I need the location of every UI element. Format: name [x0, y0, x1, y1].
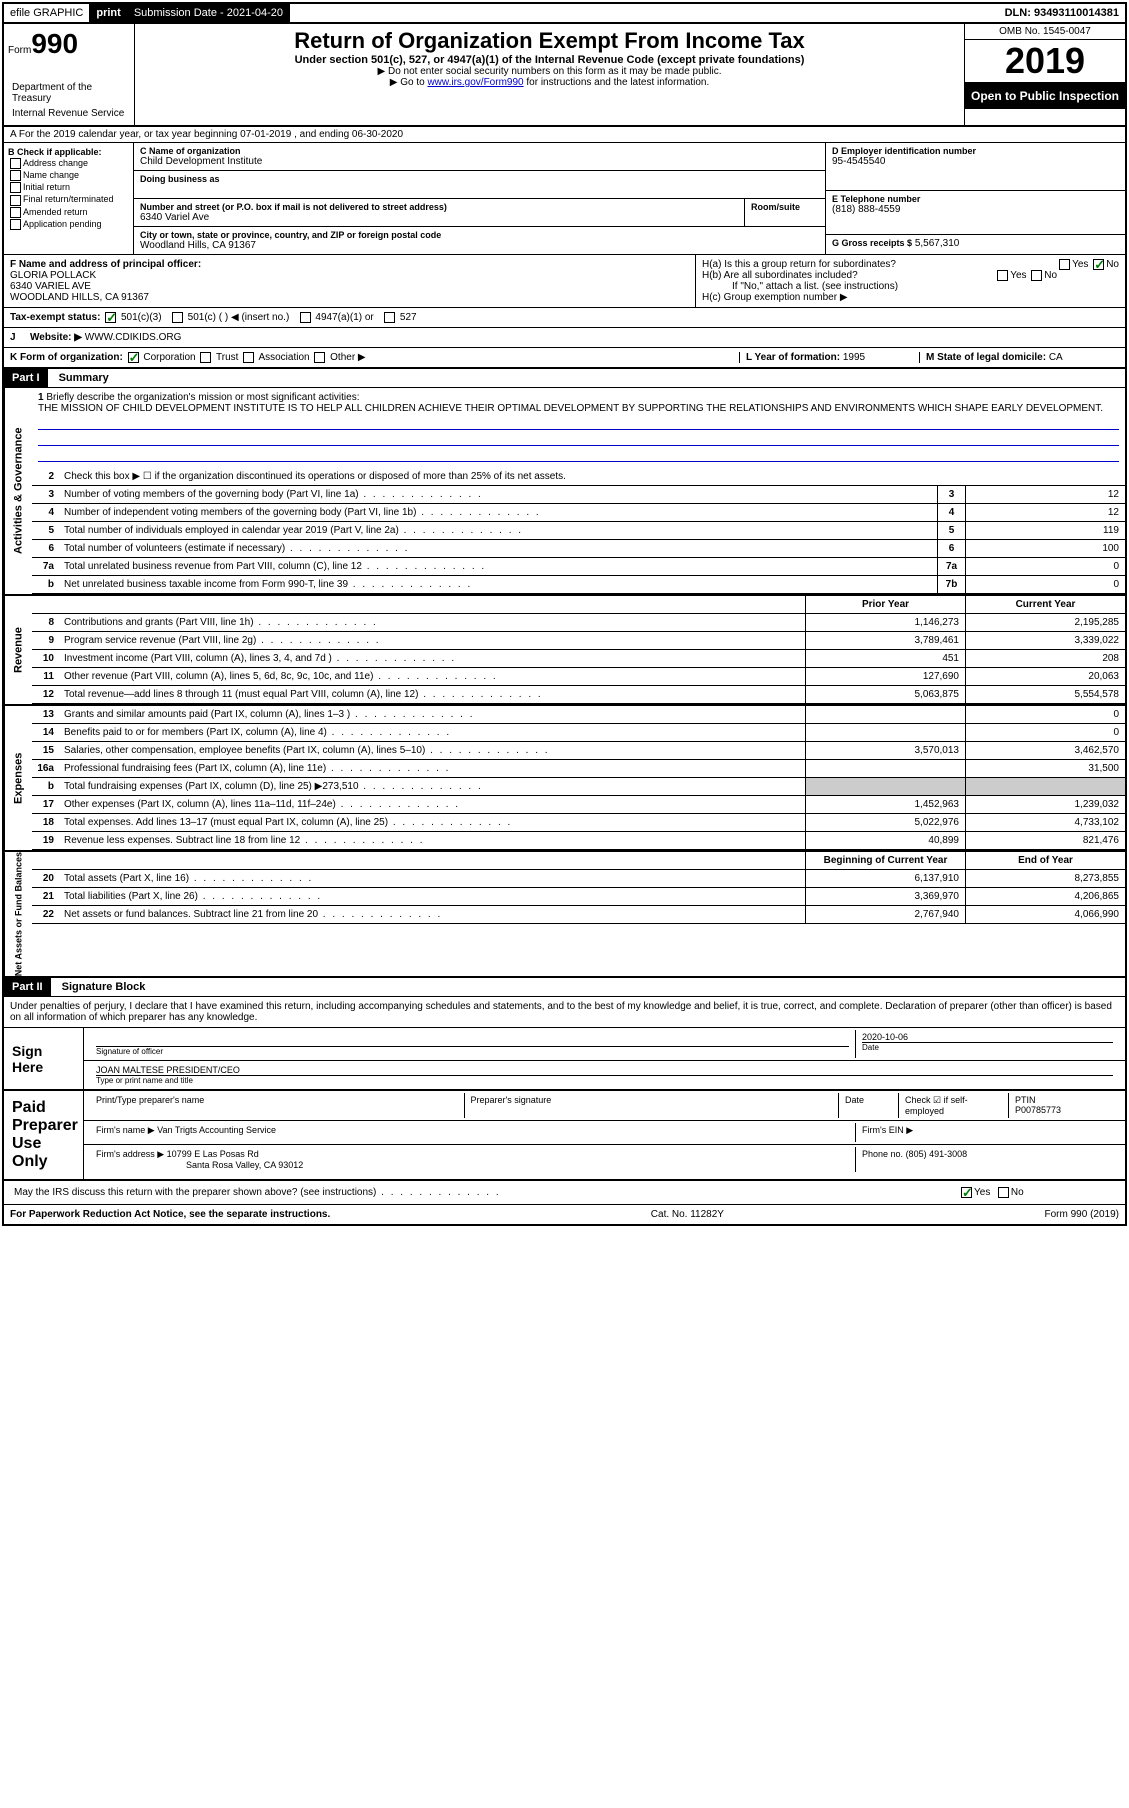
col-c-org: C Name of organization Child Development… — [134, 143, 825, 254]
dept-treasury: Department of the Treasury — [8, 80, 130, 106]
line-20: 20 Total assets (Part X, line 16) 6,137,… — [32, 870, 1125, 888]
line-2: 2 Check this box ▶ ☐ if the organization… — [32, 468, 1125, 486]
line-10: 10 Investment income (Part VIII, column … — [32, 650, 1125, 668]
line-b: b Net unrelated business taxable income … — [32, 576, 1125, 594]
k-row: K Form of organization: Corporation Trus… — [4, 348, 1125, 369]
title-box: Return of Organization Exempt From Incom… — [134, 24, 965, 125]
line-3: 3 Number of voting members of the govern… — [32, 486, 1125, 504]
part1-bar: Part I Summary — [4, 369, 1125, 388]
open-public-badge: Open to Public Inspection — [965, 83, 1125, 109]
line-14: 14 Benefits paid to or for members (Part… — [32, 724, 1125, 742]
addr-field: Number and street (or P.O. box if mail i… — [134, 199, 825, 227]
line-b: b Total fundraising expenses (Part IX, c… — [32, 778, 1125, 796]
line-7a: 7a Total unrelated business revenue from… — [32, 558, 1125, 576]
part2-bar: Part II Signature Block — [4, 978, 1125, 997]
topbar: efile GRAPHIC print Submission Date - 20… — [4, 4, 1125, 24]
line-16a: 16a Professional fundraising fees (Part … — [32, 760, 1125, 778]
note-ssn: ▶ Do not enter social security numbers o… — [139, 66, 960, 77]
tax-year: 2019 — [965, 40, 1125, 83]
gross-field: G Gross receipts $ 5,567,310 — [826, 235, 1125, 252]
dba-field: Doing business as — [134, 171, 825, 199]
line-17: 17 Other expenses (Part IX, column (A), … — [32, 796, 1125, 814]
chk-pending[interactable]: Application pending — [8, 219, 129, 230]
note-link: ▶ Go to www.irs.gov/Form990 for instruct… — [139, 77, 960, 88]
website-row: J Website: ▶ WWW.CDIKIDS.ORG — [4, 328, 1125, 348]
summary-netassets: Net Assets or Fund Balances Beginning of… — [4, 852, 1125, 978]
chk-address[interactable]: Address change — [8, 158, 129, 169]
form-page: efile GRAPHIC print Submission Date - 20… — [2, 2, 1127, 1226]
right-box: OMB No. 1545-0047 2019 Open to Public In… — [965, 24, 1125, 125]
line-15: 15 Salaries, other compensation, employe… — [32, 742, 1125, 760]
line-4: 4 Number of independent voting members o… — [32, 504, 1125, 522]
dln: DLN: 93493110014381 — [999, 4, 1125, 22]
summary-expenses: Expenses 13 Grants and similar amounts p… — [4, 706, 1125, 852]
section-fh: F Name and address of principal officer:… — [4, 255, 1125, 308]
line-8: 8 Contributions and grants (Part VIII, l… — [32, 614, 1125, 632]
line-6: 6 Total number of volunteers (estimate i… — [32, 540, 1125, 558]
chk-other[interactable] — [314, 352, 325, 363]
line-18: 18 Total expenses. Add lines 13–17 (must… — [32, 814, 1125, 832]
section-bcd: B Check if applicable: Address change Na… — [4, 143, 1125, 255]
line-22: 22 Net assets or fund balances. Subtract… — [32, 906, 1125, 924]
chk-501c[interactable] — [172, 312, 183, 323]
col-d-ein: D Employer identification number 95-4545… — [825, 143, 1125, 254]
line-1-mission: 1 Briefly describe the organization's mi… — [32, 388, 1125, 468]
discuss-no[interactable] — [998, 1187, 1009, 1198]
footer: For Paperwork Reduction Act Notice, see … — [4, 1205, 1125, 1224]
phone-field: E Telephone number (818) 888-4559 — [826, 191, 1125, 235]
header-row: Form990 Department of the Treasury Inter… — [4, 24, 1125, 127]
declaration: Under penalties of perjury, I declare th… — [4, 997, 1125, 1028]
net-header: Beginning of Current Year End of Year — [32, 852, 1125, 870]
efile-label: efile GRAPHIC — [4, 4, 90, 22]
col-b-checkboxes: B Check if applicable: Address change Na… — [4, 143, 134, 254]
line-13: 13 Grants and similar amounts paid (Part… — [32, 706, 1125, 724]
chk-4947[interactable] — [300, 312, 311, 323]
org-name-field: C Name of organization Child Development… — [134, 143, 825, 171]
irs-link[interactable]: www.irs.gov/Form990 — [427, 77, 523, 88]
discuss-yes[interactable] — [961, 1187, 972, 1198]
ha-row: H(a) Is this a group return for subordin… — [702, 259, 1119, 270]
hc-row: H(c) Group exemption number ▶ — [702, 292, 1119, 303]
summary-governance: Activities & Governance 1 Briefly descri… — [4, 388, 1125, 596]
chk-amended[interactable]: Amended return — [8, 207, 129, 218]
chk-527[interactable] — [384, 312, 395, 323]
line-5: 5 Total number of individuals employed i… — [32, 522, 1125, 540]
submission-label: Submission Date - 2021-04-20 — [128, 4, 290, 22]
chk-final[interactable]: Final return/terminated — [8, 194, 129, 205]
tax-status-row: Tax-exempt status: 501(c)(3) 501(c) ( ) … — [4, 308, 1125, 328]
rev-header: Prior Year Current Year — [32, 596, 1125, 614]
print-button[interactable]: print — [90, 4, 127, 22]
line-21: 21 Total liabilities (Part X, line 26) 3… — [32, 888, 1125, 906]
hb-row: H(b) Are all subordinates included? Yes … — [702, 270, 1119, 281]
ein-field: D Employer identification number 95-4545… — [826, 143, 1125, 191]
chk-corp[interactable] — [128, 352, 139, 363]
line-11: 11 Other revenue (Part VIII, column (A),… — [32, 668, 1125, 686]
topbar-spacer — [290, 10, 999, 16]
chk-name[interactable]: Name change — [8, 170, 129, 181]
paid-preparer-block: Paid Preparer Use Only Print/Type prepar… — [4, 1091, 1125, 1181]
col-f-officer: F Name and address of principal officer:… — [4, 255, 695, 307]
summary-revenue: Revenue Prior Year Current Year 8 Contri… — [4, 596, 1125, 706]
chk-initial[interactable]: Initial return — [8, 182, 129, 193]
line-9: 9 Program service revenue (Part VIII, li… — [32, 632, 1125, 650]
omb-number: OMB No. 1545-0047 — [965, 24, 1125, 40]
form-box: Form990 Department of the Treasury Inter… — [4, 24, 134, 125]
form-title: Return of Organization Exempt From Incom… — [139, 28, 960, 54]
chk-trust[interactable] — [200, 352, 211, 363]
line-19: 19 Revenue less expenses. Subtract line … — [32, 832, 1125, 850]
city-field: City or town, state or province, country… — [134, 227, 825, 254]
line-12: 12 Total revenue—add lines 8 through 11 … — [32, 686, 1125, 704]
form-subtitle: Under section 501(c), 527, or 4947(a)(1)… — [139, 54, 960, 66]
discuss-row: May the IRS discuss this return with the… — [4, 1181, 1125, 1205]
row-a-period: A For the 2019 calendar year, or tax yea… — [4, 127, 1125, 143]
chk-501c3[interactable] — [105, 312, 116, 323]
col-h-group: H(a) Is this a group return for subordin… — [695, 255, 1125, 307]
dept-irs: Internal Revenue Service — [8, 106, 130, 121]
sign-here-block: Sign Here Signature of officer 2020-10-0… — [4, 1028, 1125, 1091]
chk-assoc[interactable] — [243, 352, 254, 363]
